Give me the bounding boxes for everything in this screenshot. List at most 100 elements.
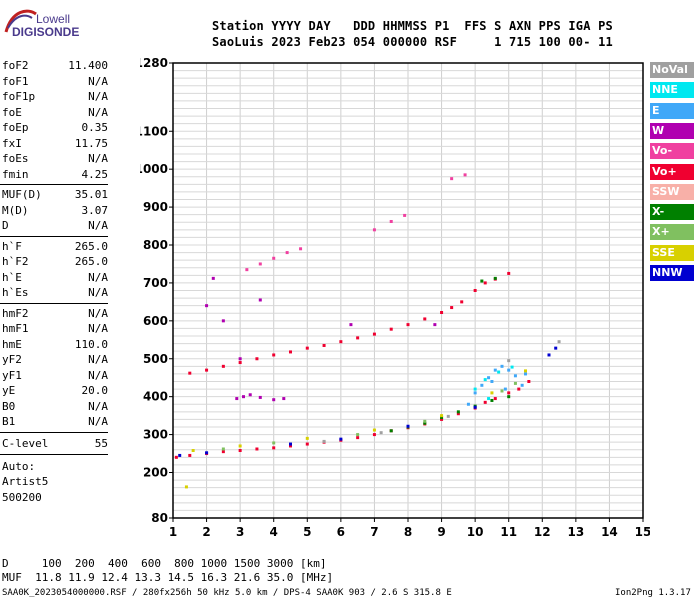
data-point [433, 323, 437, 327]
x-tick-label: 4 [270, 525, 278, 539]
param-value: 55 [94, 436, 108, 450]
x-tick-label: 12 [534, 525, 551, 539]
data-point [460, 300, 464, 304]
param-value: N/A [88, 368, 108, 382]
x-tick-label: 15 [635, 525, 650, 539]
data-point [191, 449, 195, 453]
param-row-md: M(D) 3.07 [2, 203, 108, 218]
logo-swoosh-icon [4, 9, 37, 33]
data-point [490, 398, 494, 402]
data-point [389, 327, 393, 331]
data-point [238, 357, 242, 361]
data-point [178, 453, 182, 457]
data-point [423, 421, 427, 425]
x-tick-label: 7 [370, 525, 378, 539]
y-tick-label: 300 [143, 428, 168, 442]
param-name: fxI [2, 136, 22, 150]
data-point [272, 398, 276, 402]
data-point [510, 365, 514, 369]
param-name: h`E [2, 270, 22, 284]
x-tick-label: 8 [404, 525, 412, 539]
param-row-yf1: yF1 N/A [2, 368, 108, 383]
data-point [524, 372, 527, 376]
param-row-hmf1: hmF1 N/A [2, 321, 108, 336]
param-value: 11.75 [74, 136, 108, 150]
data-point [493, 397, 497, 401]
data-point [480, 383, 484, 387]
ionogram-chart: 1 2 3 4 5 6 7 8 9 10 11 12 13 14 158020030040050060070… [140, 56, 650, 539]
x-tick-label: 14 [601, 525, 618, 539]
param-value: N/A [88, 105, 108, 119]
param-row-hmf2: hmF2 N/A [2, 306, 108, 321]
data-point [554, 346, 558, 350]
data-point [299, 247, 303, 251]
data-point [406, 323, 410, 327]
legend-item-nne: NNE [650, 82, 694, 99]
param-value: N/A [88, 270, 108, 284]
data-point [490, 391, 494, 395]
data-point [524, 369, 527, 373]
data-point [440, 414, 444, 418]
data-point [372, 228, 376, 232]
x-tick-label: 6 [337, 525, 345, 539]
digisonde-logo: Lowell DIGISONDE [0, 0, 110, 42]
data-point [272, 441, 276, 445]
param-value: N/A [88, 322, 108, 335]
data-point [339, 437, 343, 441]
param-value: N/A [88, 286, 108, 299]
y-tick-label: 200 [143, 466, 168, 480]
x-tick-label: 3 [236, 525, 244, 539]
data-point [473, 289, 477, 292]
footer-distance-row: D 100 200 400 600 800 1000 1500 3000 [km… [2, 557, 327, 570]
data-point [483, 378, 487, 382]
data-point [480, 279, 484, 283]
param-row-mufd: MUF(D) 35.01 [2, 187, 108, 202]
data-point [440, 310, 444, 314]
param-name: M(D) [2, 203, 29, 217]
data-point [466, 402, 470, 406]
data-point [487, 397, 491, 401]
x-tick-label: 2 [202, 525, 210, 539]
param-name: foEp [2, 121, 29, 134]
legend-item-noval: NoVal [650, 62, 694, 78]
param-value: N/A [88, 74, 108, 88]
data-point [473, 387, 477, 391]
param-name: hmF2 [2, 306, 29, 320]
data-point [258, 262, 262, 266]
param-value: N/A [88, 219, 108, 232]
x-tick-label: 11 [500, 525, 517, 539]
param-row-ye: yE 20.0 [2, 383, 108, 398]
data-point [389, 219, 393, 223]
data-point [322, 439, 326, 443]
y-tick-label: 1280 [140, 56, 168, 70]
param-value: 265.0 [74, 239, 108, 253]
panel-divider [0, 302, 108, 304]
legend-item-x: X- [650, 204, 694, 221]
data-point [272, 446, 276, 450]
param-row-hf2: h`F2 265.0 [2, 254, 108, 269]
y-tick-label: 800 [143, 238, 168, 252]
param-name: fmin [2, 167, 29, 181]
y-tick-label: 1100 [140, 124, 168, 138]
param-name: h`F [2, 239, 22, 253]
data-point [258, 298, 262, 302]
data-point [423, 419, 427, 423]
logo-text-lowell: Lowell [36, 12, 71, 26]
autoscaling-text: 500200 [2, 490, 42, 504]
param-row-hes: h`Es N/A [2, 285, 108, 300]
data-point [339, 340, 343, 344]
param-row-hme: hmE 110.0 [2, 337, 108, 352]
data-point [255, 357, 259, 361]
data-point [289, 442, 292, 446]
data-point [423, 317, 427, 321]
legend-item-w: W [650, 122, 694, 139]
data-point [456, 410, 460, 414]
data-point [379, 431, 383, 435]
param-value: N/A [88, 415, 108, 428]
data-point [205, 451, 209, 455]
data-point [497, 370, 501, 374]
data-point [520, 383, 524, 387]
param-value: N/A [88, 152, 108, 165]
param-value: N/A [88, 353, 108, 366]
param-row-yf2: yF2 N/A [2, 352, 108, 367]
